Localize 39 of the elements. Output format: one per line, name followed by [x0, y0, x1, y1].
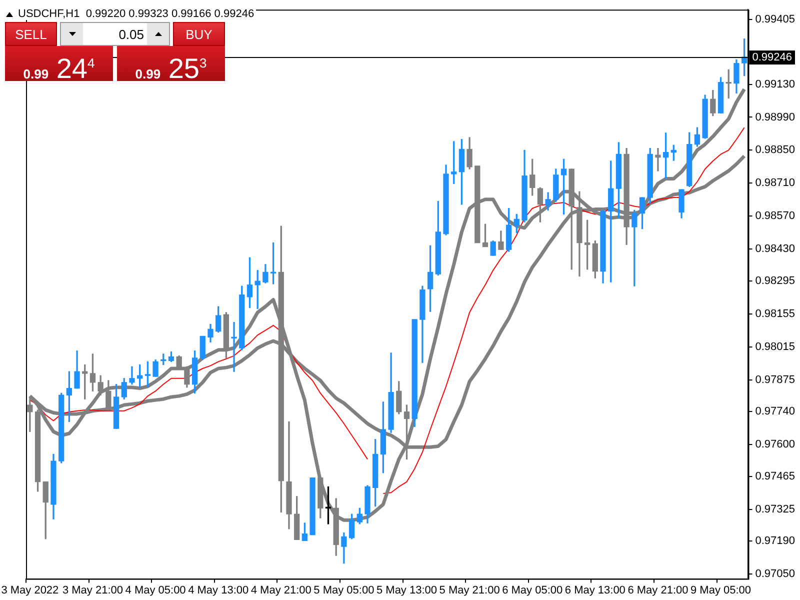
sell-button: SELL: [5, 22, 57, 46]
x-tick-label: 5 May 13:00: [376, 584, 438, 596]
lot-field: 0.05: [60, 22, 170, 46]
x-tick-label: 5 May 21:00: [439, 584, 500, 596]
x-tick-label: 6 May 05:00: [502, 584, 563, 596]
annotation: 0.05: [118, 26, 145, 44]
y-tick-label: 0.97740: [755, 406, 796, 418]
x-tick-label: 6 May 13:00: [564, 584, 626, 596]
y-tick-label: 0.97600: [755, 438, 796, 451]
x-tick-label: 6 May 21:00: [628, 584, 688, 596]
y-tick-label: 0.99130: [755, 78, 796, 90]
x-tick-label: 9 May 05:00: [690, 584, 752, 596]
y-tick-label: 0.98295: [755, 274, 796, 287]
chart-title: USDCHF,H1 0.99220 0.99323 0.99166 0.99246: [18, 8, 254, 20]
y-tick-label: 0.98850: [755, 144, 796, 156]
y-tick-label: 0.97190: [755, 535, 796, 548]
x-tick-label: 5 May 05:00: [314, 584, 374, 596]
buy-button: BUY: [173, 22, 225, 46]
y-tick-label: 0.99405: [755, 14, 796, 26]
y-tick-label: 0.97325: [755, 503, 796, 516]
x-tick-label: 4 May 13:00: [188, 584, 249, 596]
y-tick-label: 0.98710: [755, 177, 796, 190]
price-box: 0.99 24$^{4}$: [5, 46, 113, 81]
y-tick-label: 0.98015: [755, 340, 796, 353]
y-tick-label: 0.98155: [755, 308, 796, 320]
candlestick: [310, 477, 316, 536]
ref-line-label: 0.99246: [752, 52, 792, 64]
x-tick-label: 3 May 2022: [1, 584, 59, 596]
price-box: 0.99 25$^{3}$: [117, 46, 225, 81]
y-tick-label: 0.97875: [755, 374, 796, 386]
candlestick: [474, 166, 480, 244]
y-tick-label: 0.98990: [755, 111, 796, 124]
x-tick-label: 4 May 21:00: [250, 584, 312, 596]
y-tick-label: 0.98570: [755, 210, 796, 222]
y-tick-label: 0.98430: [755, 243, 796, 256]
y-tick-label: 0.97050: [755, 568, 796, 580]
x-tick-label: 3 May 21:00: [62, 584, 123, 596]
x-tick-label: 4 May 05:00: [125, 584, 186, 596]
y-tick-label: 0.97465: [755, 470, 796, 482]
